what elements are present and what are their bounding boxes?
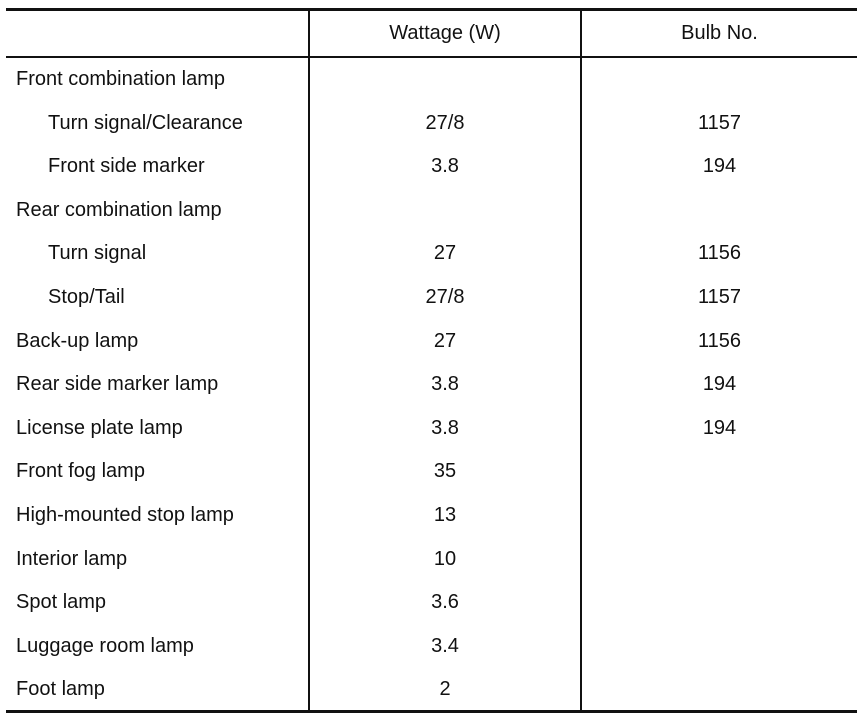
column-divider-1 xyxy=(308,11,310,710)
cell-wattage: 3.6 xyxy=(431,591,459,614)
table-row: Stop/Tail 27/8 1157 xyxy=(6,276,857,320)
cell-wattage: 27/8 xyxy=(425,285,465,308)
cell-bulb-no xyxy=(582,625,857,669)
cell-item: License plate lamp xyxy=(16,416,183,439)
cell-item: Stop/Tail xyxy=(48,285,125,308)
table-row: Rear combination lamp xyxy=(6,189,857,233)
table-row: Front side marker 3.8 194 xyxy=(6,145,857,189)
cell-item: Turn signal/Clearance xyxy=(48,111,243,134)
table-row: Foot lamp 2 xyxy=(6,668,857,712)
cell-item: Front fog lamp xyxy=(16,460,145,483)
table-row: Back-up lamp 27 1156 xyxy=(6,320,857,364)
cell-bulb-no: 1156 xyxy=(697,329,741,352)
cell-item: Interior lamp xyxy=(16,547,128,570)
cell-wattage xyxy=(310,189,580,233)
cell-bulb-no xyxy=(582,581,857,625)
cell-wattage: 35 xyxy=(433,460,457,483)
cell-item: High-mounted stop lamp xyxy=(16,503,234,526)
cell-item: Rear combination lamp xyxy=(16,198,222,221)
cell-item: Front side marker xyxy=(48,155,205,178)
cell-bulb-no xyxy=(582,494,857,538)
table-row: Turn signal/Clearance 27/8 1157 xyxy=(6,102,857,146)
cell-bulb-no xyxy=(582,58,857,102)
cell-bulb-no: 194 xyxy=(702,416,737,439)
table-row: Turn signal 27 1156 xyxy=(6,232,857,276)
cell-wattage: 13 xyxy=(433,503,457,526)
table-header: Wattage (W) Bulb No. xyxy=(6,11,857,58)
table-row: Front fog lamp 35 xyxy=(6,450,857,494)
cell-wattage: 3.8 xyxy=(431,373,459,396)
column-divider-2 xyxy=(580,11,582,710)
table-row: License plate lamp 3.8 194 xyxy=(6,407,857,451)
cell-bulb-no: 1156 xyxy=(697,242,741,265)
cell-wattage xyxy=(310,58,580,102)
cell-wattage: 27 xyxy=(433,242,457,265)
cell-item: Foot lamp xyxy=(16,678,105,701)
table-row: Luggage room lamp 3.4 xyxy=(6,625,857,669)
cell-item: Rear side marker lamp xyxy=(16,373,219,396)
cell-bulb-no xyxy=(582,538,857,582)
table-row: High-mounted stop lamp 13 xyxy=(6,494,857,538)
cell-bulb-no: 1157 xyxy=(697,111,741,134)
cell-wattage: 27 xyxy=(433,329,457,352)
cell-item: Turn signal xyxy=(48,242,147,265)
cell-wattage: 2 xyxy=(439,678,451,701)
header-wattage: Wattage (W) xyxy=(389,22,501,44)
cell-wattage: 3.8 xyxy=(431,155,459,178)
cell-bulb-no: 194 xyxy=(702,373,737,396)
table-row: Interior lamp 10 xyxy=(6,538,857,582)
table-row: Rear side marker lamp 3.8 194 xyxy=(6,363,857,407)
cell-item: Spot lamp xyxy=(16,591,107,614)
bulb-spec-table: Wattage (W) Bulb No. Front combination l… xyxy=(6,8,857,713)
cell-bulb-no xyxy=(582,189,857,233)
cell-bulb-no: 1157 xyxy=(697,285,741,308)
cell-item: Back-up lamp xyxy=(16,329,139,352)
cell-bulb-no: 194 xyxy=(702,155,737,178)
cell-bulb-no xyxy=(582,450,857,494)
cell-wattage: 3.8 xyxy=(431,416,459,439)
table-row: Spot lamp 3.6 xyxy=(6,581,857,625)
cell-wattage: 10 xyxy=(433,547,457,570)
cell-wattage: 27/8 xyxy=(425,111,465,134)
cell-item: Luggage room lamp xyxy=(16,634,194,657)
table-row: Front combination lamp xyxy=(6,58,857,102)
cell-item: Front combination lamp xyxy=(16,68,225,90)
table-body: Front combination lamp Turn signal/Cleara… xyxy=(6,58,857,712)
header-bulb-no: Bulb No. xyxy=(681,22,758,44)
cell-bulb-no xyxy=(582,668,857,712)
cell-wattage: 3.4 xyxy=(431,634,459,657)
